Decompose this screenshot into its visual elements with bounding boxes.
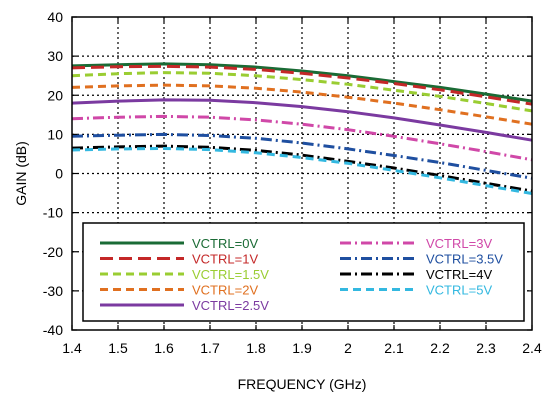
y-tick-label: 10	[47, 126, 63, 142]
legend-label-7: VCTRL=3.5V	[426, 252, 503, 267]
x-tick-label: 2.4	[522, 340, 542, 356]
x-tick-label: 2.3	[476, 340, 496, 356]
series-layer	[71, 62, 533, 195]
y-tick-label: 30	[47, 48, 63, 64]
legend-label-1: VCTRL=0V	[192, 236, 258, 251]
series-line-3	[71, 71, 533, 113]
series-line-8	[71, 144, 533, 193]
y-axis-label: GAIN (dB)	[13, 141, 29, 206]
series-line-5	[71, 98, 533, 142]
series-line-6	[71, 114, 533, 162]
y-tick-label: -20	[43, 244, 63, 260]
x-tick-label: 1.6	[154, 340, 174, 356]
y-tick-label: 40	[47, 9, 63, 25]
x-tick-label: 1.4	[62, 340, 82, 356]
series-line-4	[71, 83, 533, 126]
y-tick-label: -40	[43, 322, 63, 338]
legend-label-5: VCTRL=2.5V	[192, 298, 269, 313]
series-line-1	[71, 62, 533, 103]
legend-label-9: VCTRL=5V	[426, 283, 492, 298]
series-line-2	[71, 64, 533, 106]
x-tick-label: 1.8	[246, 340, 266, 356]
y-tick-label: -10	[43, 205, 63, 221]
axis-ticks: 1.4 1.5 1.6 1.7 1.8 1.9 2 2.1 2.2 2.3 2.4 40 30 20 10 0…	[43, 9, 542, 356]
x-tick-label: 1.5	[108, 340, 128, 356]
x-tick-label: 1.7	[200, 340, 220, 356]
legend-label-4: VCTRL=2V	[192, 283, 258, 298]
series-line-7	[71, 132, 533, 180]
x-tick-label: 2.1	[384, 340, 404, 356]
legend-label-2: VCTRL=1V	[192, 252, 258, 267]
x-tick-label: 2.2	[430, 340, 450, 356]
y-tick-label: 0	[55, 166, 63, 182]
y-tick-label: -30	[43, 283, 63, 299]
legend-label-6: VCTRL=3V	[426, 236, 492, 251]
legend: VCTRL=0VVCTRL=1VVCTRL=1.5VVCTRL=2VVCTRL=…	[82, 222, 525, 322]
series-line-9	[71, 147, 533, 195]
x-tick-label: 2	[344, 340, 352, 356]
legend-label-3: VCTRL=1.5V	[192, 267, 269, 282]
x-tick-label: 1.9	[292, 340, 312, 356]
legend-label-8: VCTRL=4V	[426, 267, 492, 282]
x-axis-label: FREQUENCY (GHz)	[238, 376, 367, 392]
y-tick-label: 20	[47, 87, 63, 103]
